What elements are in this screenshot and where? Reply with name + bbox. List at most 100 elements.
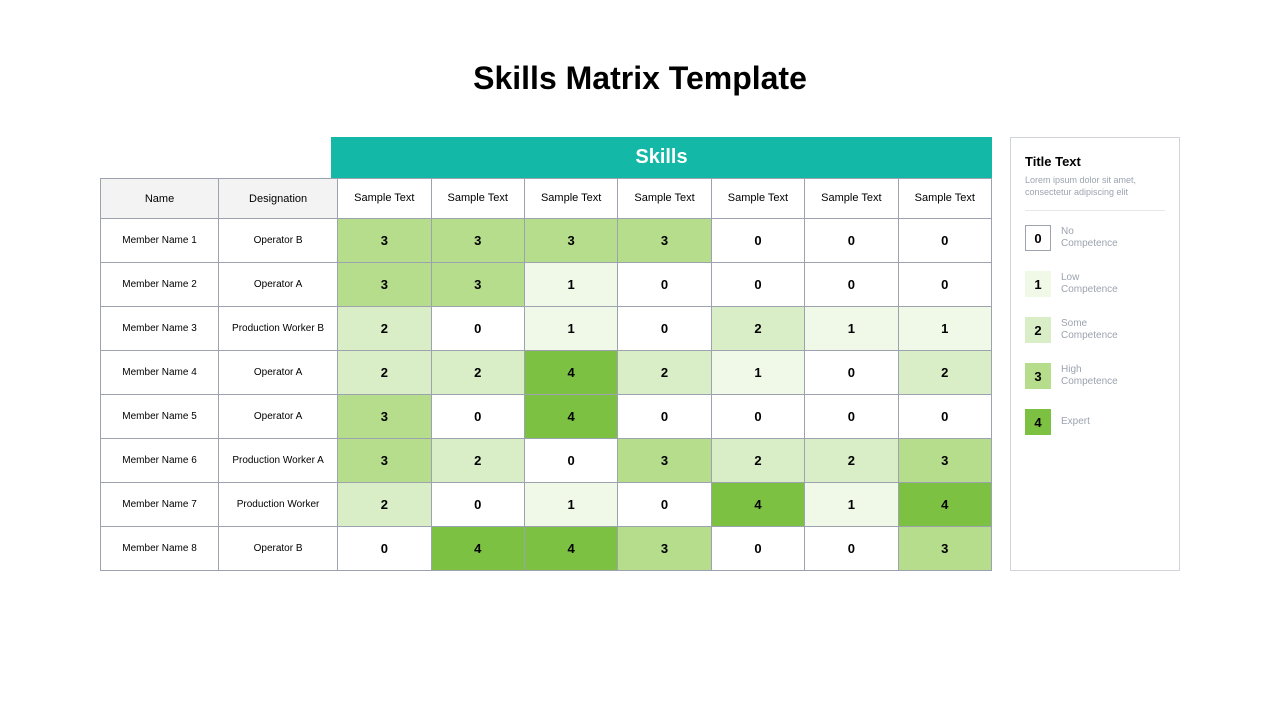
score-cell: 3	[338, 263, 431, 307]
member-name-cell: Member Name 3	[101, 307, 219, 351]
score-cell: 3	[618, 527, 711, 571]
score-cell: 2	[431, 351, 524, 395]
table-row: Member Name 5Operator A3040000	[101, 395, 992, 439]
score-cell: 1	[524, 483, 617, 527]
score-cell: 4	[431, 527, 524, 571]
table-row: Member Name 2Operator A3310000	[101, 263, 992, 307]
header-skill-2: Sample Text	[524, 179, 617, 219]
legend-divider	[1025, 210, 1165, 211]
table-row: Member Name 4Operator A2242102	[101, 351, 992, 395]
score-cell: 3	[338, 219, 431, 263]
member-name-cell: Member Name 1	[101, 219, 219, 263]
score-cell: 3	[618, 439, 711, 483]
score-cell: 3	[431, 219, 524, 263]
page-title: Skills Matrix Template	[100, 60, 1180, 97]
score-cell: 1	[805, 483, 898, 527]
header-skill-4: Sample Text	[711, 179, 804, 219]
score-cell: 2	[898, 351, 991, 395]
legend-item: 4 Expert	[1025, 409, 1165, 435]
score-cell: 0	[805, 351, 898, 395]
header-skill-5: Sample Text	[805, 179, 898, 219]
score-cell: 3	[898, 527, 991, 571]
table-row: Member Name 7Production Worker2010414	[101, 483, 992, 527]
score-cell: 0	[618, 307, 711, 351]
designation-cell: Production Worker B	[219, 307, 338, 351]
score-cell: 1	[524, 307, 617, 351]
score-cell: 4	[524, 395, 617, 439]
table-row: Member Name 6Production Worker A3203223	[101, 439, 992, 483]
score-cell: 3	[898, 439, 991, 483]
score-cell: 0	[711, 527, 804, 571]
designation-cell: Operator A	[219, 395, 338, 439]
score-cell: 2	[338, 351, 431, 395]
legend-label: HighCompetence	[1061, 364, 1118, 388]
legend-panel: Title Text Lorem ipsum dolor sit amet, c…	[1010, 137, 1180, 571]
score-cell: 0	[898, 263, 991, 307]
score-cell: 0	[711, 219, 804, 263]
member-name-cell: Member Name 5	[101, 395, 219, 439]
score-cell: 2	[338, 483, 431, 527]
score-cell: 2	[618, 351, 711, 395]
designation-cell: Operator B	[219, 219, 338, 263]
score-cell: 2	[805, 439, 898, 483]
content-wrapper: Skills Name Designation Sample TextSampl…	[100, 137, 1180, 571]
table-body: Member Name 1Operator B3333000Member Nam…	[101, 219, 992, 571]
legend-label: Expert	[1061, 416, 1090, 428]
score-cell: 3	[431, 263, 524, 307]
score-cell: 3	[338, 395, 431, 439]
legend-item: 0 NoCompetence	[1025, 225, 1165, 251]
legend-title: Title Text	[1025, 154, 1165, 169]
score-cell: 2	[711, 439, 804, 483]
score-cell: 0	[805, 395, 898, 439]
score-cell: 4	[524, 351, 617, 395]
score-cell: 0	[618, 395, 711, 439]
header-skill-3: Sample Text	[618, 179, 711, 219]
header-skill-0: Sample Text	[338, 179, 431, 219]
score-cell: 0	[805, 527, 898, 571]
score-cell: 0	[711, 395, 804, 439]
score-cell: 2	[431, 439, 524, 483]
matrix-area: Skills Name Designation Sample TextSampl…	[100, 137, 992, 571]
legend-swatch: 4	[1025, 409, 1051, 435]
score-cell: 0	[524, 439, 617, 483]
score-cell: 1	[898, 307, 991, 351]
header-skill-6: Sample Text	[898, 179, 991, 219]
score-cell: 0	[805, 219, 898, 263]
score-cell: 3	[524, 219, 617, 263]
header-designation: Designation	[219, 179, 338, 219]
score-cell: 2	[711, 307, 804, 351]
score-cell: 0	[898, 219, 991, 263]
legend-items: 0NoCompetence1LowCompetence2SomeCompeten…	[1025, 225, 1165, 435]
designation-cell: Operator B	[219, 527, 338, 571]
designation-cell: Production Worker A	[219, 439, 338, 483]
score-cell: 0	[431, 395, 524, 439]
score-cell: 0	[618, 483, 711, 527]
table-header-row: Name Designation Sample TextSample TextS…	[101, 179, 992, 219]
legend-description: Lorem ipsum dolor sit amet, consectetur …	[1025, 175, 1165, 198]
legend-item: 2SomeCompetence	[1025, 317, 1165, 343]
score-cell: 0	[338, 527, 431, 571]
member-name-cell: Member Name 4	[101, 351, 219, 395]
legend-label: LowCompetence	[1061, 272, 1118, 296]
score-cell: 4	[524, 527, 617, 571]
legend-swatch: 0	[1025, 225, 1051, 251]
legend-item: 3 HighCompetence	[1025, 363, 1165, 389]
skills-matrix-table: Name Designation Sample TextSample TextS…	[100, 178, 992, 571]
header-skill-1: Sample Text	[431, 179, 524, 219]
header-name: Name	[101, 179, 219, 219]
score-cell: 4	[711, 483, 804, 527]
legend-swatch: 2	[1025, 317, 1051, 343]
score-cell: 1	[711, 351, 804, 395]
skills-banner: Skills	[331, 137, 992, 178]
score-cell: 0	[711, 263, 804, 307]
legend-label: NoCompetence	[1061, 226, 1118, 250]
designation-cell: Operator A	[219, 263, 338, 307]
score-cell: 3	[338, 439, 431, 483]
legend-swatch: 3	[1025, 363, 1051, 389]
designation-cell: Production Worker	[219, 483, 338, 527]
score-cell: 1	[805, 307, 898, 351]
score-cell: 1	[524, 263, 617, 307]
score-cell: 4	[898, 483, 991, 527]
score-cell: 2	[338, 307, 431, 351]
table-row: Member Name 3Production Worker B2010211	[101, 307, 992, 351]
